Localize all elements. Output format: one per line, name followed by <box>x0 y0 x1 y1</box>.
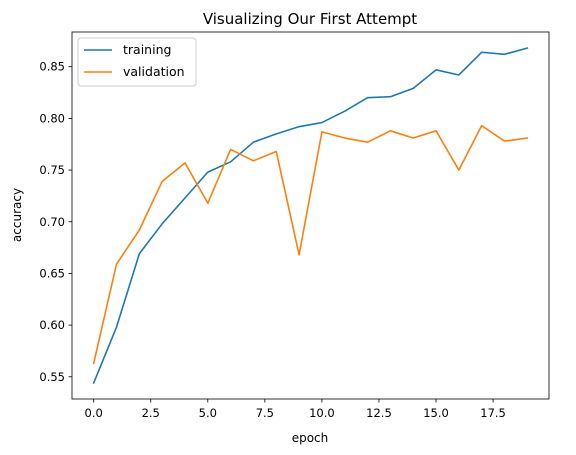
y-tick-label: 0.60 <box>39 318 65 332</box>
y-axis-label: accuracy <box>10 188 24 242</box>
x-axis-ticks: 0.0 2.5 5.0 7.5 10.0 12.5 15.0 17.5 <box>85 399 506 420</box>
x-tick-label: 10.0 <box>309 406 335 420</box>
x-tick-label: 0.0 <box>85 406 103 420</box>
plot-area <box>72 32 549 399</box>
y-tick-label: 0.70 <box>39 215 65 229</box>
legend-label-training: training <box>123 42 171 57</box>
x-tick-label: 15.0 <box>423 406 449 420</box>
x-tick-label: 12.5 <box>366 406 392 420</box>
chart-title: Visualizing Our First Attempt <box>203 10 417 28</box>
x-tick-label: 5.0 <box>199 406 217 420</box>
y-tick-label: 0.80 <box>39 111 65 125</box>
x-tick-label: 7.5 <box>256 406 274 420</box>
series-line-training <box>92 47 529 385</box>
x-axis-label: epoch <box>292 431 329 445</box>
x-tick-label: 2.5 <box>142 406 160 420</box>
plot-frame <box>71 31 550 400</box>
series-lines <box>92 47 529 385</box>
legend-label-validation: validation <box>123 64 185 79</box>
y-tick-label: 0.75 <box>39 163 65 177</box>
legend: training validation <box>77 37 197 87</box>
series-line-validation <box>92 124 529 365</box>
y-tick-label: 0.85 <box>39 60 65 74</box>
y-tick-label: 0.65 <box>39 266 65 280</box>
y-axis-ticks: 0.55 0.60 0.65 0.70 0.75 0.80 0.85 <box>39 60 72 384</box>
x-tick-label: 17.5 <box>480 406 506 420</box>
y-tick-label: 0.55 <box>39 370 65 384</box>
